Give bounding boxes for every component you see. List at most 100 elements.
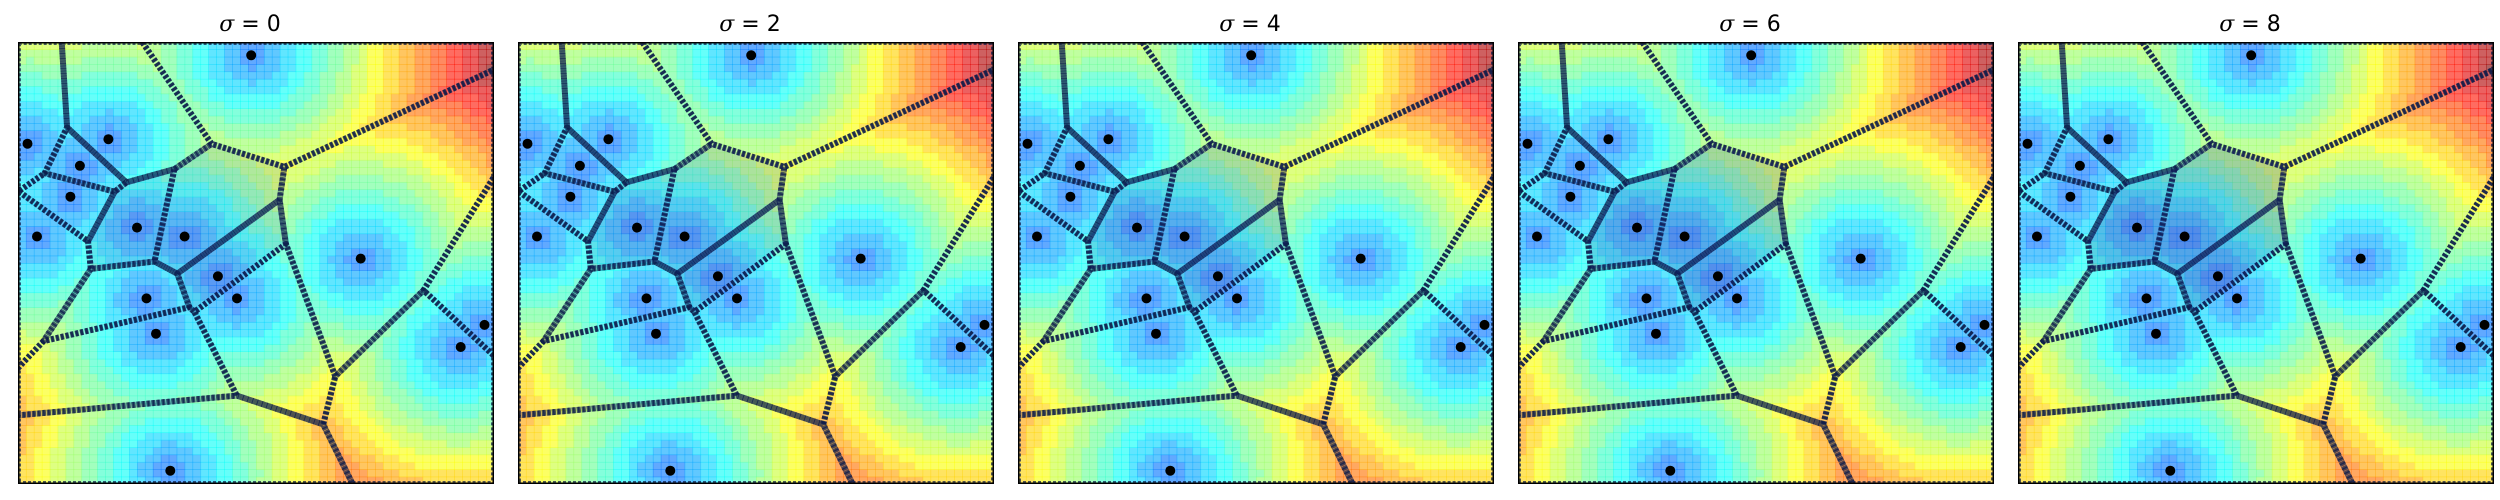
site-point-14 xyxy=(1455,342,1466,352)
site-point-3 xyxy=(1103,134,1114,145)
central-cell-6 xyxy=(588,169,675,269)
central-cell-6 xyxy=(1588,169,1675,269)
plot-area xyxy=(2018,42,2494,484)
site-point-12 xyxy=(1651,328,1661,339)
site-point-6 xyxy=(2132,222,2142,233)
site-point-9 xyxy=(712,271,723,282)
voronoi-edges xyxy=(518,42,994,484)
site-point-15 xyxy=(665,465,676,476)
site-point-5 xyxy=(1032,231,1042,242)
sigma-value: 6 xyxy=(1766,12,1781,37)
equals-sign: = xyxy=(2234,12,2267,37)
site-point-2 xyxy=(1574,160,1585,171)
central-cell-7 xyxy=(654,143,785,274)
sites xyxy=(22,50,490,476)
site-point-11 xyxy=(232,293,242,304)
site-point-14 xyxy=(1955,342,1966,352)
site-point-0 xyxy=(1746,50,1757,61)
site-point-2 xyxy=(74,160,85,171)
central-cell-7 xyxy=(1154,143,1285,274)
panel-4: σ = 6 xyxy=(1500,0,2000,500)
plot-area xyxy=(518,42,994,484)
sigma-value: 0 xyxy=(266,12,281,37)
site-point-2 xyxy=(2074,160,2085,171)
central-cells xyxy=(2088,143,2286,312)
site-point-8 xyxy=(855,253,866,264)
equals-sign: = xyxy=(1734,12,1767,37)
site-point-7 xyxy=(679,231,690,242)
voronoi-cell-14 xyxy=(2320,287,2494,484)
site-point-5 xyxy=(2032,231,2042,242)
site-point-13 xyxy=(1979,319,1990,330)
voronoi-cell-15 xyxy=(518,392,856,484)
site-point-9 xyxy=(2212,271,2223,282)
axes-frame xyxy=(1518,42,1994,484)
central-cell-9 xyxy=(677,199,786,312)
voronoi-cell-15 xyxy=(2018,392,2356,484)
site-point-5 xyxy=(1532,231,1542,242)
site-point-13 xyxy=(479,319,490,330)
panel-3: σ = 4 xyxy=(1000,0,1500,500)
site-point-8 xyxy=(2355,253,2366,264)
site-point-4 xyxy=(565,191,576,202)
site-point-10 xyxy=(1641,293,1652,304)
site-point-9 xyxy=(1212,271,1223,282)
site-point-4 xyxy=(65,191,76,202)
panel-title: σ = 0 xyxy=(0,12,500,37)
site-point-1 xyxy=(522,138,533,149)
voronoi-cell-12 xyxy=(1018,304,1240,419)
sigma-symbol: σ xyxy=(719,12,735,37)
voronoi-cell-12 xyxy=(1518,304,1740,419)
central-cell-6 xyxy=(2088,169,2175,269)
site-point-0 xyxy=(2246,50,2257,61)
voronoi-cell-15 xyxy=(1018,392,1356,484)
site-point-11 xyxy=(1232,293,1242,304)
site-point-0 xyxy=(246,50,257,61)
site-point-7 xyxy=(1679,231,1690,242)
site-point-0 xyxy=(746,50,757,61)
site-point-1 xyxy=(22,138,33,149)
sigma-value: 8 xyxy=(2266,12,2281,37)
equals-sign: = xyxy=(234,12,267,37)
axes-frame xyxy=(1018,42,1494,484)
voronoi-cell-15 xyxy=(1518,392,1856,484)
central-cell-7 xyxy=(154,143,285,274)
sigma-value: 2 xyxy=(766,12,781,37)
site-point-6 xyxy=(632,222,642,233)
voronoi-cell-12 xyxy=(18,304,240,419)
sigma-symbol: σ xyxy=(2219,12,2235,37)
site-point-15 xyxy=(1665,465,1676,476)
plot-area xyxy=(1518,42,1994,484)
voronoi-cell-12 xyxy=(518,304,740,419)
site-point-10 xyxy=(641,293,652,304)
site-point-13 xyxy=(1479,319,1490,330)
site-point-15 xyxy=(2165,465,2176,476)
site-point-6 xyxy=(132,222,142,233)
distance-field xyxy=(518,42,994,484)
panel-title: σ = 6 xyxy=(1500,12,2000,37)
panel-title: σ = 8 xyxy=(2000,12,2500,37)
site-point-9 xyxy=(1712,271,1723,282)
site-point-4 xyxy=(1565,191,1576,202)
voronoi-edges xyxy=(1518,42,1994,484)
site-point-3 xyxy=(603,134,614,145)
sigma-symbol: σ xyxy=(1219,12,1235,37)
site-point-12 xyxy=(151,328,161,339)
site-point-6 xyxy=(1632,222,1642,233)
central-cell-9 xyxy=(2177,199,2286,312)
central-cells xyxy=(88,143,286,312)
sigma-value: 4 xyxy=(1266,12,1281,37)
site-point-5 xyxy=(532,231,542,242)
site-point-14 xyxy=(955,342,966,352)
voronoi-edges xyxy=(1018,42,1494,484)
site-point-10 xyxy=(2141,293,2152,304)
central-cells xyxy=(588,143,786,312)
site-point-5 xyxy=(32,231,42,242)
site-point-10 xyxy=(141,293,152,304)
sites xyxy=(1022,50,1490,476)
site-point-13 xyxy=(2479,319,2490,330)
panel-title: σ = 4 xyxy=(1000,12,1500,37)
site-point-13 xyxy=(979,319,990,330)
site-point-1 xyxy=(2022,138,2033,149)
panel-2: σ = 2 xyxy=(500,0,1000,500)
